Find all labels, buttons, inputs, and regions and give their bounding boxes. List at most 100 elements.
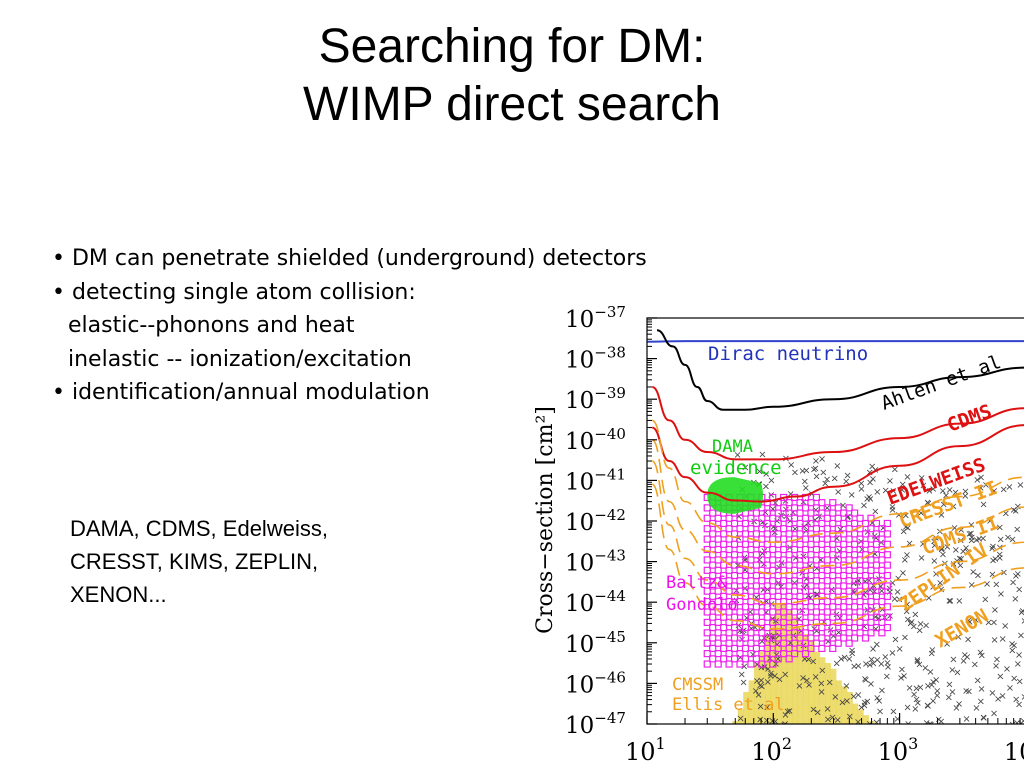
scatter-point: × <box>1017 607 1024 618</box>
baltz-cell <box>780 608 788 616</box>
baltz-cell <box>774 530 782 538</box>
scatter-point: × <box>899 568 907 579</box>
baltz-cell <box>758 514 766 522</box>
cmssm-cell <box>814 657 821 664</box>
scatter-point: × <box>937 510 945 521</box>
baltz-cell <box>845 597 853 606</box>
baltz-cell <box>790 577 799 585</box>
baltz-cell <box>823 629 831 637</box>
baltz-cell <box>736 629 744 637</box>
baltz-cell <box>823 639 831 647</box>
cmssm-cell <box>814 680 821 687</box>
cmssm-cell <box>803 709 810 716</box>
bullet-subitem: inelastic -- ionization/excitation <box>52 343 647 377</box>
tick-base: 10 <box>565 672 594 698</box>
baltz-cell <box>834 545 842 554</box>
baltz-cell <box>714 660 722 668</box>
baltz-cell <box>801 535 810 543</box>
baltz-cell <box>840 603 848 611</box>
scatter-point: × <box>916 625 924 636</box>
tick-exponent: −42 <box>594 506 626 524</box>
baltz-cell <box>818 571 826 580</box>
baltz-cell <box>736 608 744 616</box>
baltz-cell <box>709 571 717 580</box>
cmssm-cell <box>814 668 821 675</box>
scatter-point: × <box>891 635 899 646</box>
cmssm-cell <box>830 680 837 687</box>
cmssm-cell <box>754 721 761 724</box>
cmssm-cell <box>775 674 782 681</box>
baltz-cell <box>752 582 760 590</box>
scatter-point: × <box>926 719 934 730</box>
baltz-cell <box>785 561 793 569</box>
y-tick-label: 10−43 <box>565 547 626 577</box>
baltz-cell <box>883 519 891 528</box>
cmssm-cell <box>781 605 788 611</box>
scatter-point: × <box>767 668 775 679</box>
cmssm-cell <box>797 715 804 722</box>
tick-base: 10 <box>565 348 594 374</box>
scatter-point: × <box>812 456 820 467</box>
baltz-cell <box>883 592 891 600</box>
scatter-point: × <box>857 479 865 490</box>
cmssm-cell <box>775 634 782 640</box>
cmssm-cell <box>830 668 837 675</box>
baltz-cell <box>845 535 853 543</box>
baltz-cell <box>720 519 728 528</box>
scatter-point: × <box>983 579 991 590</box>
cmssm-cell <box>819 663 826 669</box>
baltz-cell <box>872 582 881 590</box>
scatter-point: × <box>977 684 985 695</box>
cmssm-cell <box>852 703 859 710</box>
baltz-cell <box>785 551 793 559</box>
scatter-point: × <box>989 555 997 566</box>
scatter-point: × <box>968 533 976 544</box>
baltz-cell <box>763 582 771 590</box>
baltz-cell <box>730 644 739 653</box>
scatter-point: × <box>829 631 837 642</box>
baltz-cell <box>736 525 744 533</box>
baltz-cell <box>769 545 777 554</box>
scatter-point: × <box>801 476 809 487</box>
cmssm-cell <box>781 668 788 675</box>
baltz-cell <box>845 566 853 574</box>
scatter-point: × <box>936 578 944 589</box>
cmssm-cell <box>792 668 799 675</box>
scatter-point: × <box>873 655 881 666</box>
baltz-cell <box>763 623 771 632</box>
baltz-cell <box>867 597 875 606</box>
baltz-cell <box>752 634 760 642</box>
baltz-cell <box>741 623 750 632</box>
baltz-cell <box>796 644 804 653</box>
scatter-point: × <box>886 587 894 598</box>
scatter-point: × <box>843 513 851 524</box>
baltz-cell <box>709 634 717 642</box>
baltz-cell <box>812 525 821 533</box>
scatter-point: × <box>1012 571 1020 582</box>
scatter-point: × <box>982 480 990 491</box>
scatter-point: × <box>926 667 934 678</box>
cmssm-cell <box>786 686 793 693</box>
cmssm-cell <box>770 686 777 693</box>
scatter-point: × <box>834 487 842 498</box>
scatter-point: × <box>865 467 873 478</box>
cmssm-cell <box>792 674 799 681</box>
baltz-cell <box>856 545 864 554</box>
baltz-cell <box>758 525 766 533</box>
scatter-point: × <box>977 697 985 708</box>
scatter-point: × <box>967 535 975 546</box>
scatter-point: × <box>866 660 874 671</box>
baltz-cell <box>823 618 831 626</box>
y-tick-label: 10−46 <box>565 668 626 698</box>
bullet-item: • detecting single atom collision: <box>52 276 647 310</box>
cmssm-cell <box>846 697 853 704</box>
baltz-cell <box>829 634 837 642</box>
chart-annotation: Baltz& <box>666 573 728 593</box>
baltz-cell <box>703 587 711 595</box>
scatter-point: × <box>758 449 766 460</box>
scatter-point: × <box>888 648 896 659</box>
baltz-cell <box>878 535 886 543</box>
cmssm-cell <box>754 663 761 669</box>
baltz-cell <box>823 525 831 533</box>
y-tick-label: 10−44 <box>565 587 626 617</box>
